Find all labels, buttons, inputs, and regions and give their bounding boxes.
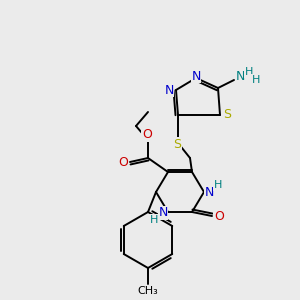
Text: N: N xyxy=(191,70,201,83)
Text: O: O xyxy=(214,209,224,223)
Text: S: S xyxy=(223,109,231,122)
Text: H: H xyxy=(214,180,222,190)
Text: N: N xyxy=(164,83,174,97)
Text: N: N xyxy=(158,206,168,220)
Text: H: H xyxy=(245,67,253,77)
Text: O: O xyxy=(142,128,152,142)
Text: O: O xyxy=(118,155,128,169)
Text: H: H xyxy=(150,215,158,225)
Text: CH₃: CH₃ xyxy=(138,286,158,296)
Text: H: H xyxy=(252,75,260,85)
Text: N: N xyxy=(235,70,245,83)
Text: N: N xyxy=(204,185,214,199)
Text: S: S xyxy=(173,137,181,151)
